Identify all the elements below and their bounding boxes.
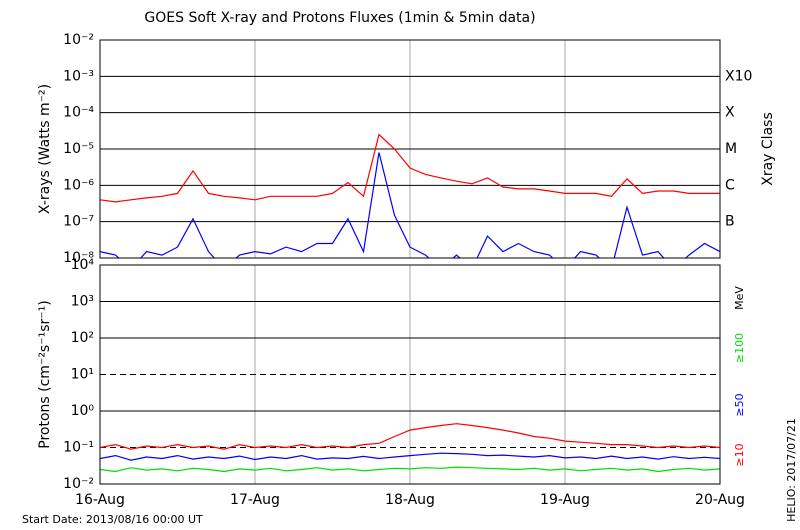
y2-tick-label: M (725, 141, 737, 157)
y-tick-label: 10⁻⁵ (63, 141, 94, 157)
y-tick-label: 10⁻² (63, 476, 94, 492)
y-tick-label: 10⁴ (71, 257, 95, 273)
y-tick-label: 10⁻³ (63, 68, 94, 84)
x-tick-label: 20-Aug (695, 492, 745, 508)
plot-frame (99, 39, 721, 259)
legend-label: ≥50 (733, 393, 746, 416)
y-tick-label: 10⁻¹ (63, 440, 94, 456)
y2-tick-label: C (725, 177, 735, 193)
y2-tick-label: X (725, 105, 735, 121)
y-tick-label: 10⁰ (71, 403, 95, 419)
y2-tick-label: X10 (725, 68, 752, 84)
y-tick-label: 10⁻⁷ (63, 214, 94, 230)
y-tick-label: 10⁻⁴ (63, 105, 94, 121)
legend-label: ≥100 (733, 333, 746, 363)
x-tick-label: 19-Aug (540, 492, 590, 508)
series-line (100, 133, 720, 203)
y-tick-label: 10⁻⁸ (63, 250, 94, 266)
y-tick-label: 10² (71, 330, 94, 346)
y-tick-label: 10³ (71, 294, 94, 310)
series-line (100, 452, 720, 461)
y-axis-label: X-rays (Watts m⁻²) (37, 84, 53, 214)
chart-title: GOES Soft X-ray and Protons Fluxes (1min… (144, 10, 535, 26)
y2-tick-label: B (725, 214, 735, 230)
credit: HELIO: 2017/07/21 (785, 418, 798, 522)
x-tick-label: 17-Aug (230, 492, 280, 508)
x-tick-label: 18-Aug (385, 492, 435, 508)
y-tick-label: 10⁻⁶ (63, 177, 94, 193)
start-date: Start Date: 2013/08/16 00:00 UT (22, 513, 203, 526)
y-tick-label: 10⁻² (63, 32, 94, 48)
legend-label: ≥10 (733, 443, 746, 466)
series-line (100, 423, 720, 450)
x-tick-label: 16-Aug (75, 492, 125, 508)
y-axis-label: Protons (cm⁻²s⁻¹sr⁻¹) (37, 300, 53, 449)
series-line (100, 152, 720, 258)
y2-axis-label: Xray Class (760, 112, 776, 186)
plot-frame (99, 264, 721, 485)
unit-label: MeV (733, 286, 746, 310)
y-tick-label: 10¹ (71, 367, 94, 383)
series-line (100, 466, 720, 473)
